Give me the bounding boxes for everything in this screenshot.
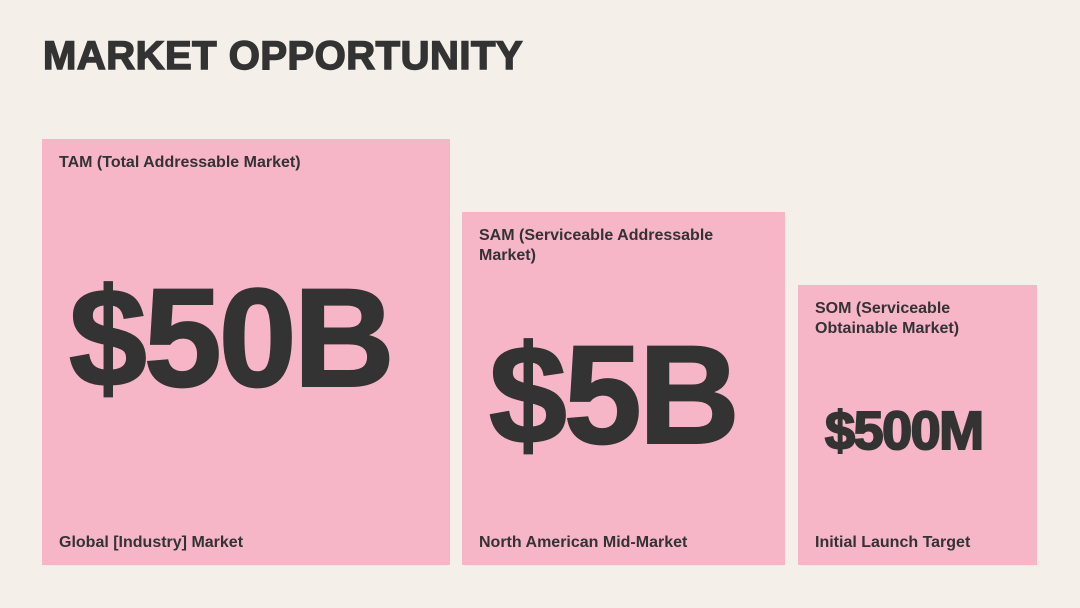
box-footer: Initial Launch Target bbox=[815, 534, 971, 551]
sam-box: SAM (Serviceable Addressable Market) $5B… bbox=[462, 212, 785, 565]
box-footer: Global [Industry] Market bbox=[59, 534, 244, 551]
tam-box: TAM (Total Addressable Market) $50B Glob… bbox=[42, 139, 450, 565]
box-value: $50B bbox=[68, 258, 396, 417]
box-value: $5B bbox=[488, 315, 741, 474]
box-label: TAM (Total Addressable Market) bbox=[59, 154, 301, 171]
som-box: SOM (Serviceable Obtainable Market) $500… bbox=[798, 285, 1037, 565]
box-footer: North American Mid-Market bbox=[479, 534, 688, 551]
box-label: SOM (Serviceable Obtainable Market) bbox=[815, 300, 960, 337]
box-label: SAM (Serviceable Addressable Market) bbox=[479, 227, 714, 264]
slide-title: MARKET OPPORTUNITY bbox=[42, 33, 524, 79]
box-value: $500M bbox=[824, 400, 985, 462]
